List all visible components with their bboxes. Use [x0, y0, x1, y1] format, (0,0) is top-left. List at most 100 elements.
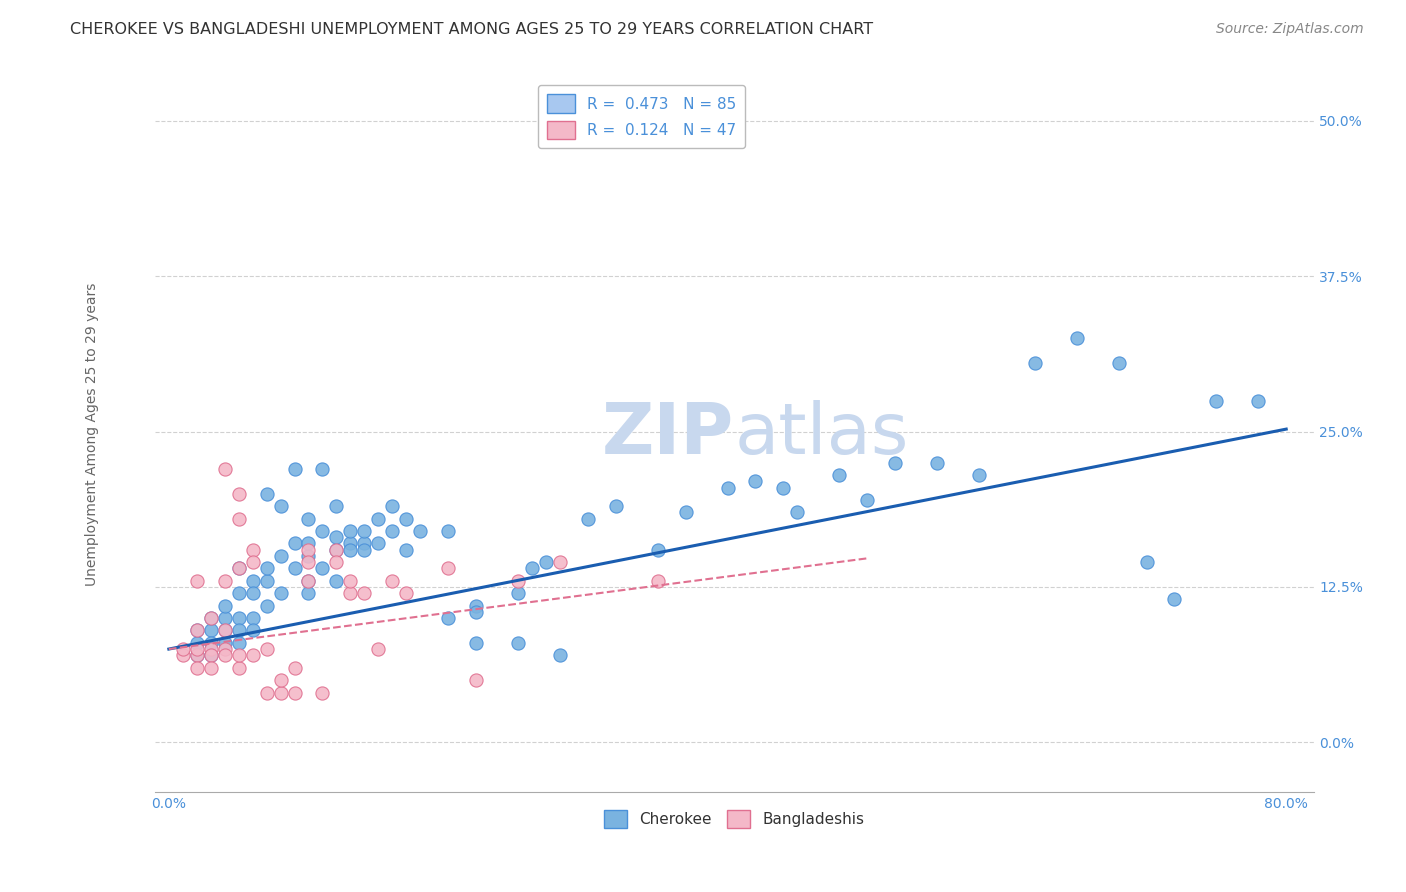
Point [256, 642, 278, 657]
Point [381, 524, 404, 538]
Point [242, 574, 264, 588]
Point [270, 586, 292, 600]
Point [925, 456, 948, 470]
Text: Source: ZipAtlas.com: Source: ZipAtlas.com [1216, 22, 1364, 37]
Point [200, 642, 222, 657]
Point [228, 511, 250, 525]
Point [311, 561, 333, 575]
Point [200, 661, 222, 675]
Point [339, 542, 361, 557]
Point [270, 673, 292, 687]
Point [186, 648, 208, 663]
Point [367, 511, 389, 525]
Point [256, 599, 278, 613]
Point [325, 542, 347, 557]
Point [311, 524, 333, 538]
Point [228, 648, 250, 663]
Point [1163, 592, 1185, 607]
Point [228, 586, 250, 600]
Point [548, 555, 571, 569]
Point [647, 574, 669, 588]
Point [381, 574, 404, 588]
Point [353, 542, 375, 557]
Legend: Cherokee, Bangladeshis: Cherokee, Bangladeshis [599, 804, 870, 834]
Point [270, 499, 292, 513]
Point [214, 611, 236, 625]
Point [200, 611, 222, 625]
Point [353, 586, 375, 600]
Point [353, 536, 375, 550]
Point [297, 586, 319, 600]
Point [297, 511, 319, 525]
Point [186, 648, 208, 663]
Point [772, 481, 794, 495]
Point [325, 530, 347, 544]
Point [339, 586, 361, 600]
Point [214, 574, 236, 588]
Point [311, 685, 333, 699]
Point [506, 586, 529, 600]
Point [465, 599, 488, 613]
Point [228, 661, 250, 675]
Point [325, 499, 347, 513]
Point [297, 555, 319, 569]
Point [325, 542, 347, 557]
Point [172, 648, 194, 663]
Point [828, 468, 851, 483]
Point [437, 611, 460, 625]
Point [200, 611, 222, 625]
Point [214, 636, 236, 650]
Point [297, 574, 319, 588]
Point [283, 462, 305, 476]
Point [186, 642, 208, 657]
Y-axis label: Unemployment Among Ages 25 to 29 years: Unemployment Among Ages 25 to 29 years [86, 283, 100, 586]
Point [256, 685, 278, 699]
Point [270, 549, 292, 563]
Point [339, 574, 361, 588]
Point [647, 542, 669, 557]
Point [214, 642, 236, 657]
Point [283, 685, 305, 699]
Point [214, 624, 236, 638]
Point [283, 661, 305, 675]
Point [242, 586, 264, 600]
Point [1135, 555, 1157, 569]
Point [325, 555, 347, 569]
Point [200, 636, 222, 650]
Point [339, 536, 361, 550]
Point [856, 492, 879, 507]
Point [214, 462, 236, 476]
Point [311, 462, 333, 476]
Point [520, 561, 543, 575]
Point [242, 542, 264, 557]
Point [214, 624, 236, 638]
Point [228, 624, 250, 638]
Point [186, 636, 208, 650]
Point [675, 505, 697, 519]
Point [242, 648, 264, 663]
Point [228, 561, 250, 575]
Point [242, 611, 264, 625]
Point [256, 574, 278, 588]
Point [1024, 356, 1046, 370]
Point [465, 605, 488, 619]
Point [437, 561, 460, 575]
Point [1205, 393, 1227, 408]
Point [395, 542, 418, 557]
Point [228, 561, 250, 575]
Point [200, 624, 222, 638]
Point [465, 636, 488, 650]
Point [437, 524, 460, 538]
Point [534, 555, 557, 569]
Point [186, 624, 208, 638]
Point [200, 648, 222, 663]
Point [884, 456, 907, 470]
Point [506, 574, 529, 588]
Point [242, 624, 264, 638]
Point [172, 642, 194, 657]
Point [506, 636, 529, 650]
Point [1066, 331, 1088, 345]
Point [395, 511, 418, 525]
Point [297, 536, 319, 550]
Point [1108, 356, 1130, 370]
